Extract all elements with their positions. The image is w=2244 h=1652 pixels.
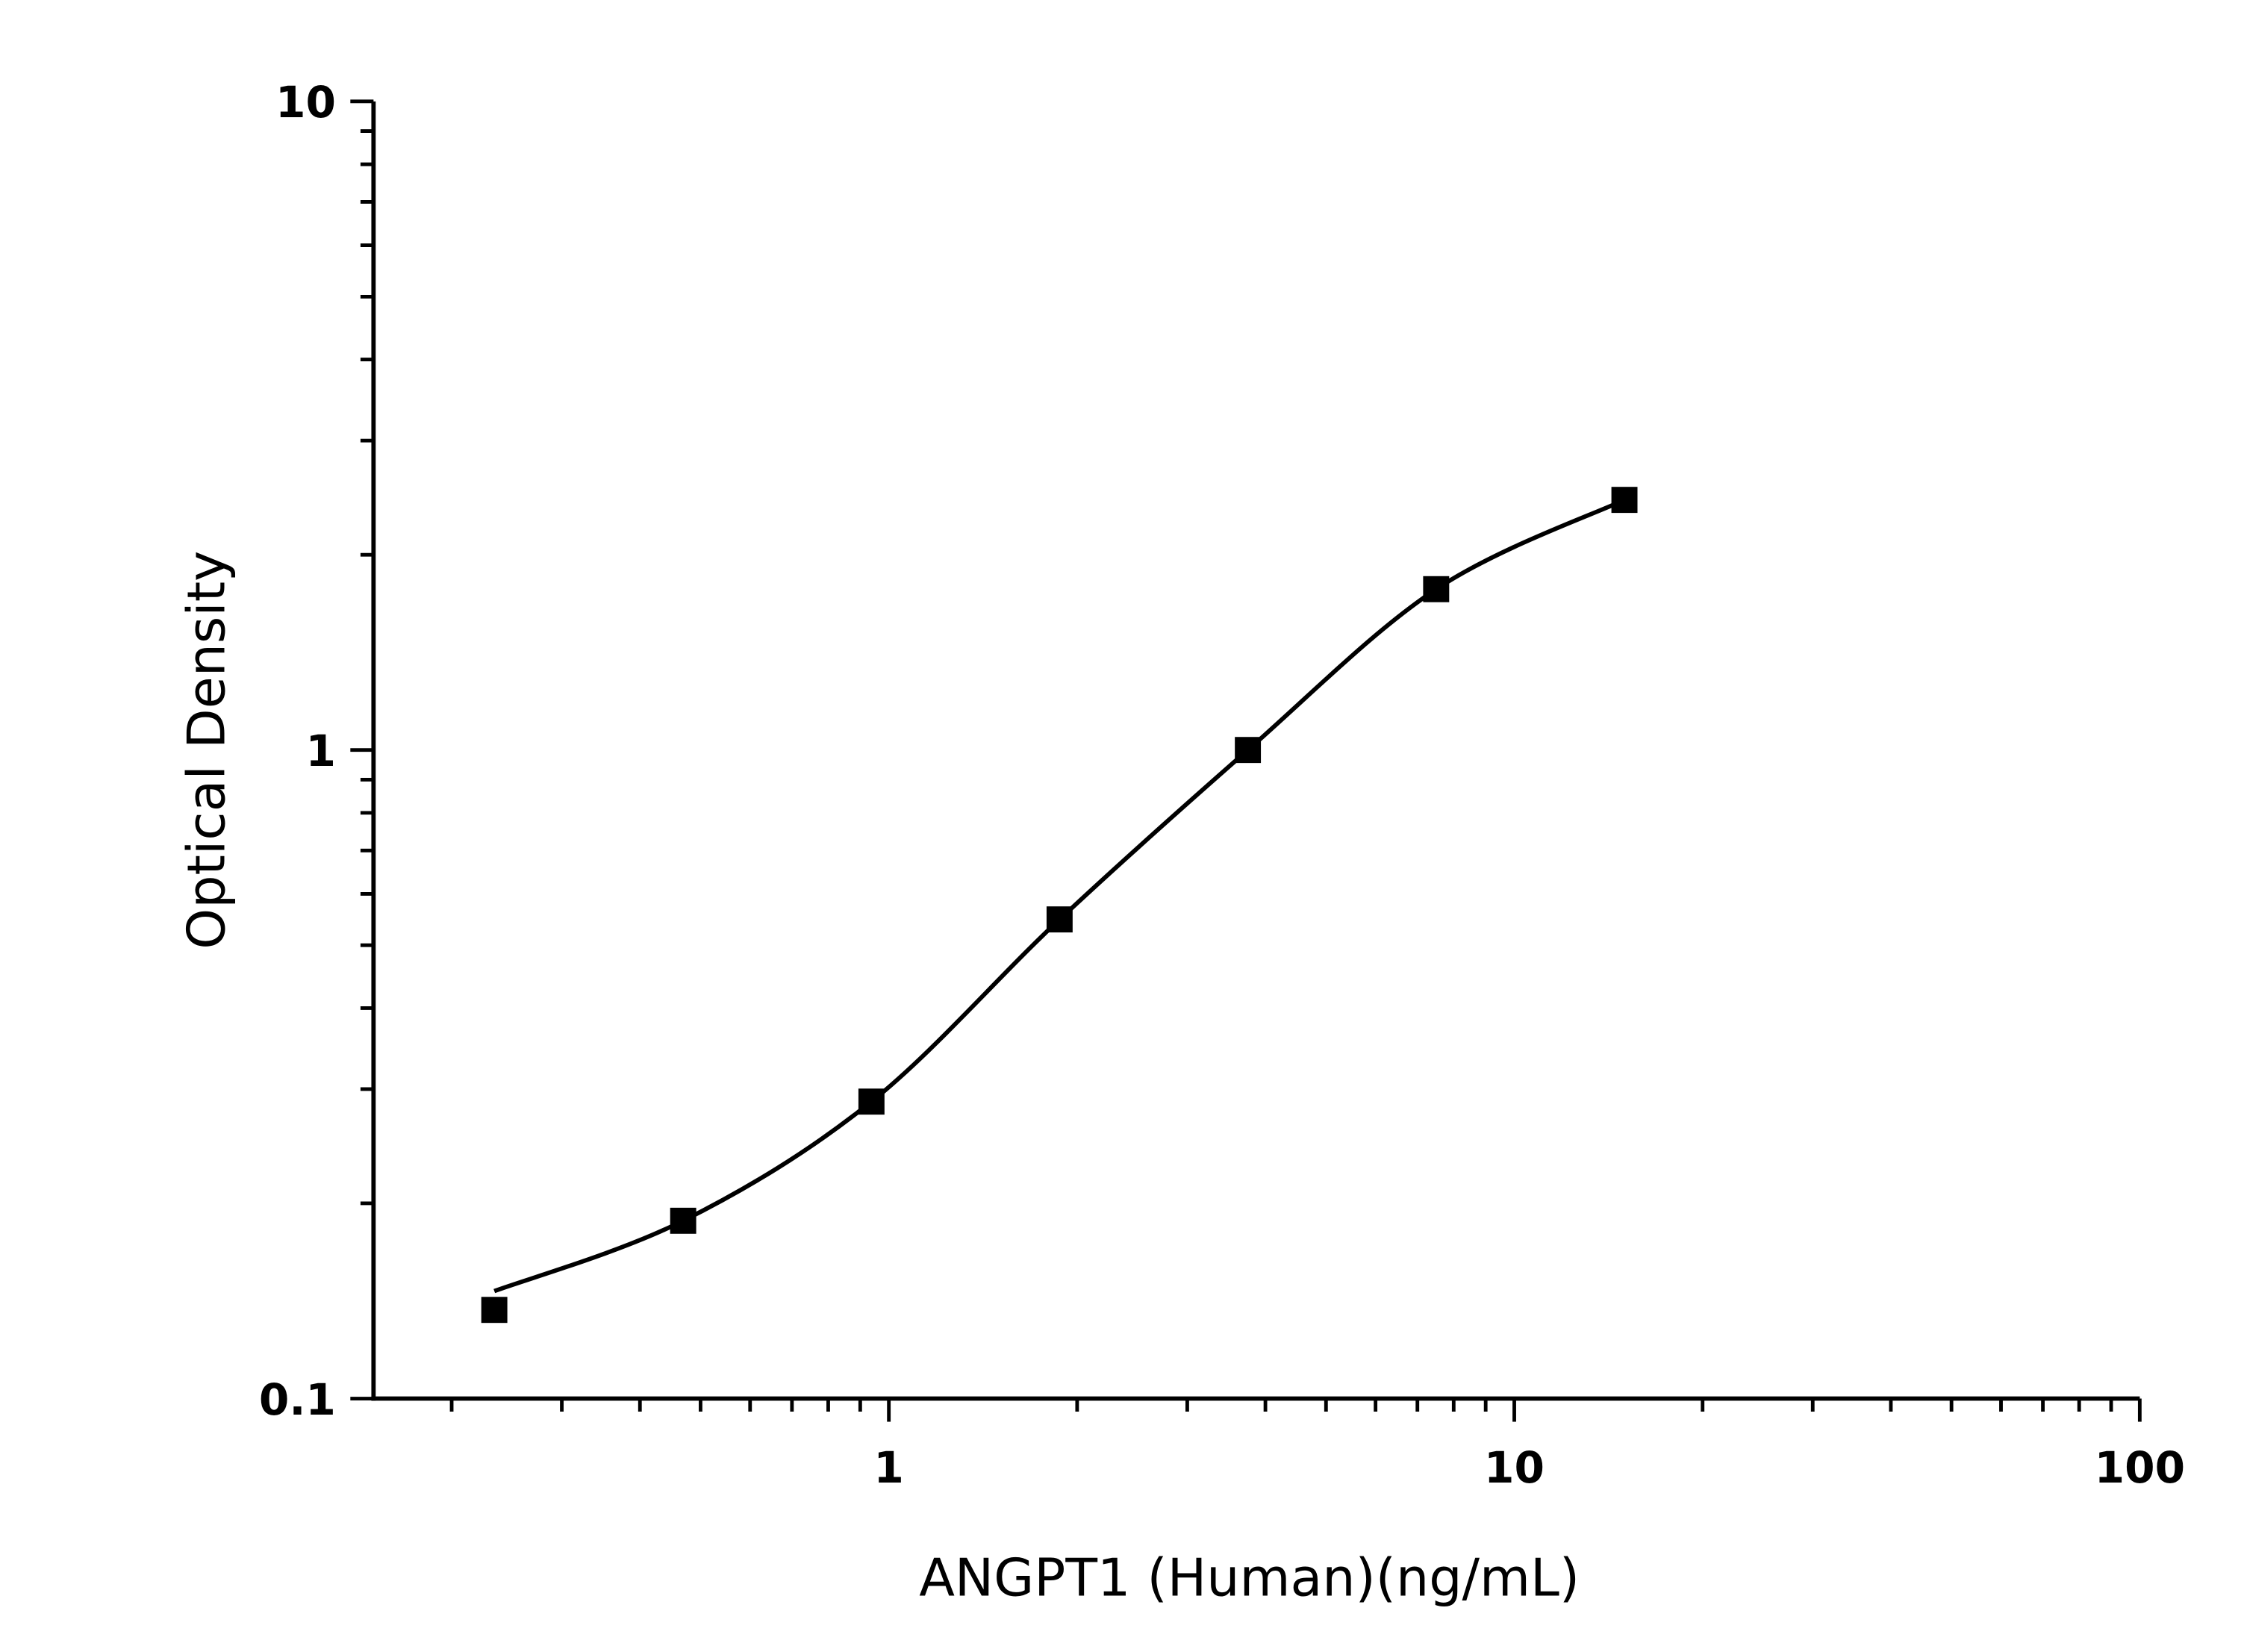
data-points: [481, 487, 1638, 1324]
data-point: [481, 1297, 508, 1324]
x-tick-label: 100: [2095, 1442, 2185, 1493]
fit-curve-group: [493, 498, 1626, 1294]
y-axis-label: Optical Density: [177, 551, 237, 950]
y-tick-label: 1: [305, 726, 335, 776]
data-point: [1046, 906, 1073, 933]
data-point: [1235, 737, 1262, 764]
y-tick-label: 0.1: [259, 1374, 336, 1425]
axes: 0.1 1 10 1 10 100: [259, 77, 2185, 1493]
data-point: [858, 1088, 885, 1115]
data-point: [1611, 487, 1638, 514]
data-point: [670, 1207, 696, 1234]
x-tick-label: 10: [1484, 1442, 1545, 1493]
x-tick-label: 1: [873, 1442, 903, 1493]
y-tick-label: 10: [275, 77, 336, 128]
x-axis-label: ANGPT1 (Human)(ng/mL): [919, 1547, 1580, 1608]
data-point: [1423, 576, 1450, 602]
fit-curve: [493, 498, 1626, 1294]
